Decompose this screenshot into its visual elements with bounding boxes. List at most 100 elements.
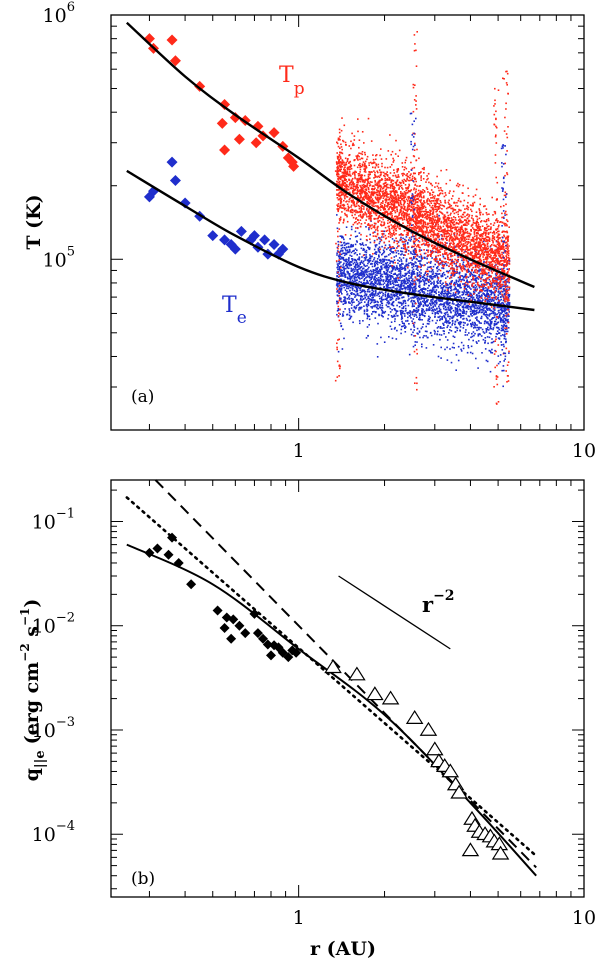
te-data-point bbox=[355, 282, 357, 284]
tp-data-point bbox=[438, 189, 440, 192]
tp-data-point bbox=[471, 283, 474, 285]
te-data-point bbox=[503, 324, 506, 327]
te-data-point bbox=[433, 282, 435, 284]
tp-data-point bbox=[435, 248, 437, 251]
tp-data-point bbox=[462, 266, 465, 269]
te-data-point bbox=[489, 370, 492, 373]
te-data-point bbox=[418, 274, 420, 277]
te-data-point bbox=[374, 300, 376, 303]
te-data-point bbox=[493, 299, 495, 302]
te-data-point bbox=[363, 275, 366, 277]
te-data-point bbox=[419, 291, 421, 294]
te-data-point bbox=[342, 257, 345, 259]
te-data-point bbox=[417, 269, 419, 271]
te-data-point bbox=[380, 268, 382, 271]
te-data-point bbox=[352, 274, 354, 277]
te-data-point bbox=[462, 324, 465, 327]
te-data-point bbox=[488, 336, 491, 339]
tp-data-point bbox=[426, 201, 428, 203]
te-data-point bbox=[382, 311, 384, 313]
tp-data-point bbox=[375, 164, 378, 167]
te-data-point bbox=[363, 289, 366, 292]
te-data-point bbox=[357, 282, 359, 285]
te-data-point bbox=[497, 285, 499, 288]
te-data-point bbox=[370, 278, 372, 281]
te-data-point bbox=[386, 287, 389, 290]
te-data-point bbox=[438, 305, 440, 308]
te-data-point bbox=[408, 239, 410, 241]
te-data-point bbox=[366, 279, 368, 282]
te-data-point bbox=[390, 260, 393, 263]
te-data-point bbox=[378, 279, 380, 281]
te-data-point bbox=[487, 297, 489, 299]
tp-data-point bbox=[362, 254, 365, 257]
te-data-point bbox=[430, 300, 432, 302]
te-data-point bbox=[340, 235, 343, 237]
te-data-point bbox=[416, 316, 418, 318]
te-data-point bbox=[372, 284, 375, 286]
tp-data-point bbox=[344, 181, 346, 184]
te-data-point bbox=[340, 325, 343, 327]
tp-data-point bbox=[350, 206, 352, 208]
tp-data-point bbox=[396, 171, 398, 173]
te-data-point bbox=[450, 285, 453, 288]
tp-data-point bbox=[374, 229, 377, 231]
te-data-point bbox=[337, 240, 339, 243]
tp-data-point bbox=[431, 215, 434, 218]
te-data-point bbox=[359, 243, 361, 245]
te-data-point bbox=[490, 300, 493, 303]
tp-data-point bbox=[492, 258, 494, 260]
te-data-point bbox=[428, 320, 431, 323]
te-data-point bbox=[347, 277, 349, 280]
te-data-point bbox=[488, 349, 491, 352]
tp-data-point bbox=[508, 278, 511, 281]
te-data-point bbox=[384, 244, 387, 247]
te-data-point bbox=[341, 244, 344, 246]
tp-data-point bbox=[377, 185, 379, 187]
te-data-point bbox=[340, 253, 343, 256]
te-data-point bbox=[341, 284, 344, 287]
te-data-point bbox=[493, 323, 496, 325]
te-data-point bbox=[446, 346, 448, 349]
tp-data-point bbox=[481, 268, 483, 270]
te-data-point bbox=[497, 337, 500, 339]
te-data-point bbox=[442, 286, 445, 289]
te-data-point bbox=[402, 301, 405, 304]
te-data-point bbox=[394, 273, 396, 275]
te-data-point bbox=[384, 295, 387, 298]
te-data-point bbox=[499, 296, 502, 298]
tp-data-point bbox=[503, 235, 506, 238]
te-data-point bbox=[458, 279, 461, 281]
tp-data-point bbox=[431, 204, 434, 207]
tp-data-point bbox=[355, 211, 357, 214]
tp-data-point bbox=[450, 233, 453, 235]
te-data-point bbox=[495, 277, 498, 280]
tp-data-point bbox=[397, 217, 400, 220]
te-data-point bbox=[405, 320, 407, 322]
te-data-point bbox=[489, 284, 492, 286]
tp-data-point bbox=[488, 250, 491, 252]
te-data-point bbox=[375, 280, 378, 282]
te-data-point bbox=[459, 309, 461, 312]
te-data-point bbox=[463, 285, 466, 288]
tp-data-point bbox=[475, 221, 478, 224]
te-data-point bbox=[401, 268, 403, 270]
tp-data-point bbox=[393, 185, 395, 188]
tp-data-point bbox=[466, 265, 468, 268]
te-data-point bbox=[379, 297, 381, 300]
te-data-point bbox=[413, 289, 416, 291]
te-data-point bbox=[346, 249, 349, 251]
te-data-point bbox=[402, 310, 404, 313]
te-data-point bbox=[482, 338, 485, 341]
te-data-point bbox=[454, 270, 456, 273]
te-data-point bbox=[476, 300, 479, 302]
te-data-point bbox=[431, 319, 434, 322]
te-data-point bbox=[376, 283, 379, 285]
te-data-point bbox=[374, 281, 376, 283]
tp-data-point bbox=[363, 174, 366, 177]
tp-data-point bbox=[376, 217, 378, 220]
te-data-point bbox=[438, 268, 440, 271]
te-data-point bbox=[383, 251, 385, 254]
te-data-point bbox=[442, 322, 444, 325]
tp-data-point bbox=[483, 231, 485, 233]
